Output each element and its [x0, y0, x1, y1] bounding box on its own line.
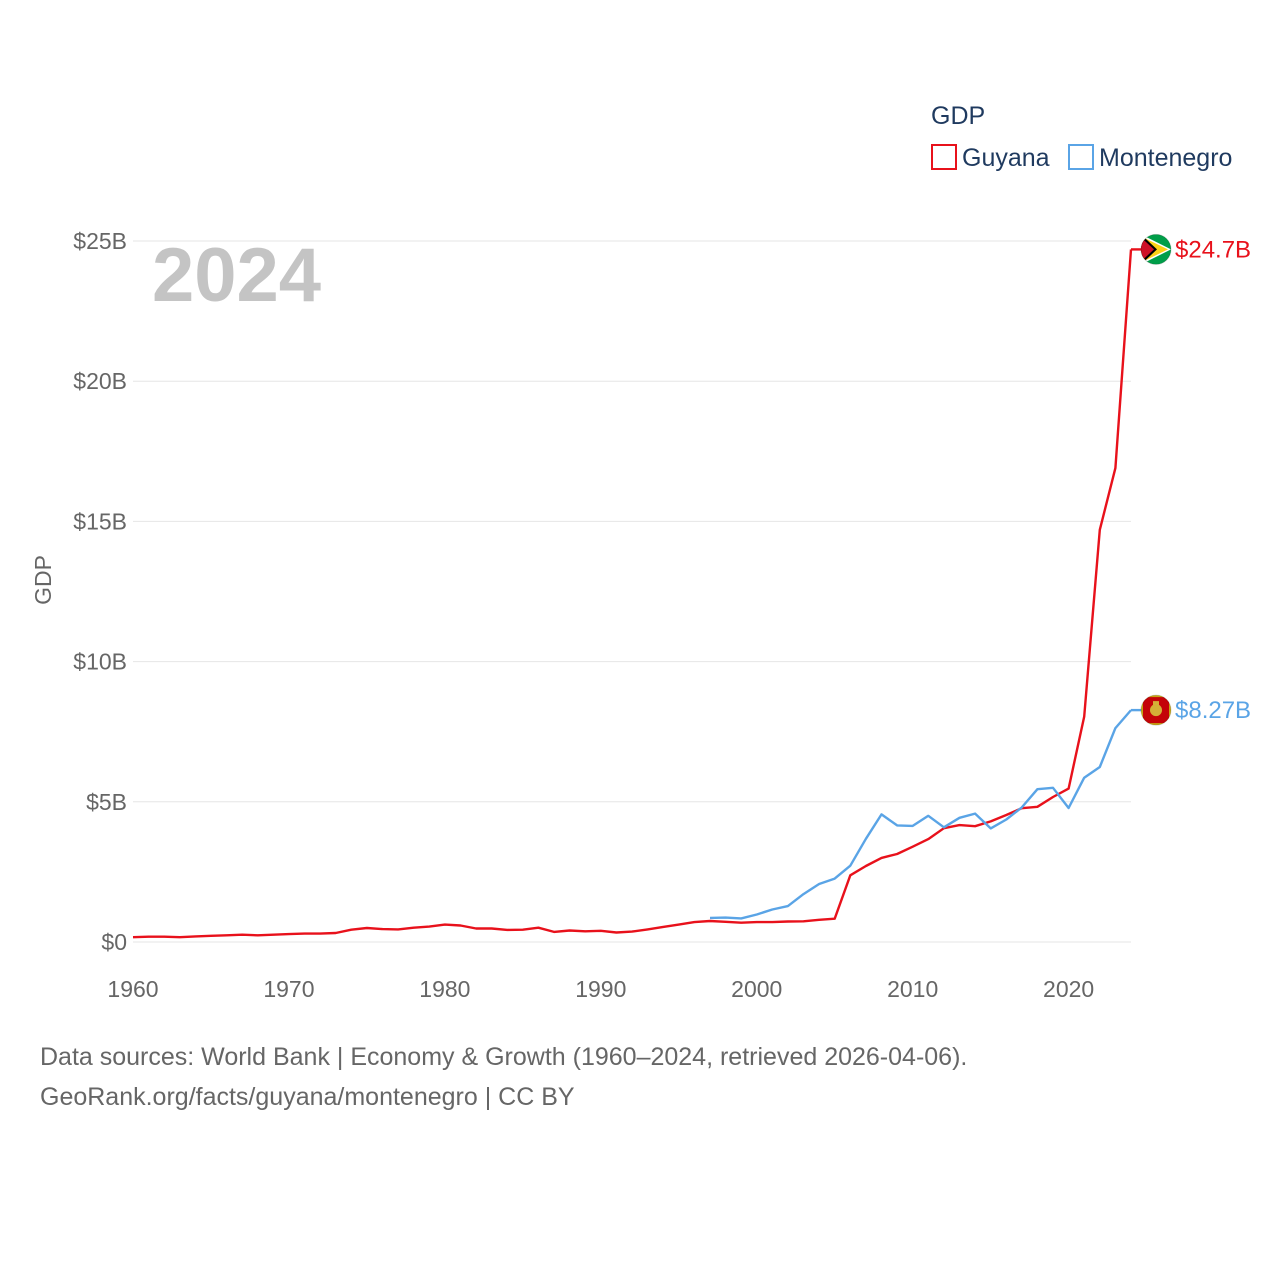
x-tick-label: 1990	[575, 976, 626, 1002]
series-line-guyana[interactable]	[132, 249, 1133, 939]
x-tick-label: 1970	[263, 976, 314, 1002]
footer-credit[interactable]: GeoRank.org/facts/guyana/montenegro | CC…	[40, 1083, 575, 1111]
grid-lines	[133, 240, 1131, 943]
y-tick-label: $15B	[73, 508, 127, 534]
series-endpoints: $24.7B $8.27B	[1131, 233, 1251, 726]
y-tick-label: $10B	[73, 649, 127, 675]
footer-sources: Data sources: World Bank | Economy & Gro…	[40, 1043, 968, 1071]
x-tick-label: 1960	[107, 976, 158, 1002]
legend-label-montenegro[interactable]: Montenegro	[1099, 144, 1232, 172]
y-tick-label: $25B	[73, 228, 127, 254]
y-tick-label: $0	[101, 929, 127, 955]
y-tick-label: $20B	[73, 368, 127, 394]
legend-title: GDP	[931, 102, 985, 130]
year-overlay: 2024	[152, 233, 321, 318]
guyana-flag-icon	[1140, 233, 1172, 265]
x-tick-label: 2010	[887, 976, 938, 1002]
end-label-montenegro: $8.27B	[1175, 697, 1251, 724]
y-tick-label: $5B	[86, 789, 127, 815]
x-tick-label: 2000	[731, 976, 782, 1002]
legend-label-guyana[interactable]: Guyana	[962, 144, 1050, 172]
x-tick-label: 2020	[1043, 976, 1094, 1002]
x-tick-label: 1980	[419, 976, 470, 1002]
legend: GDP Guyana Montenegro	[931, 102, 1232, 172]
series-line-montenegro[interactable]	[709, 709, 1132, 920]
y-axis-ticks: $0 $5B $10B $15B $20B $25B	[73, 228, 127, 955]
x-axis-ticks: 1960 1970 1980 1990 2000 2010 2020	[107, 976, 1094, 1002]
end-label-guyana: $24.7B	[1175, 236, 1251, 263]
montenegro-flag-icon	[1140, 694, 1172, 726]
series-lines	[132, 249, 1133, 939]
y-axis-label: GDP	[30, 555, 56, 605]
legend-swatch-montenegro[interactable]	[1068, 144, 1094, 170]
legend-swatch-guyana[interactable]	[931, 144, 957, 170]
